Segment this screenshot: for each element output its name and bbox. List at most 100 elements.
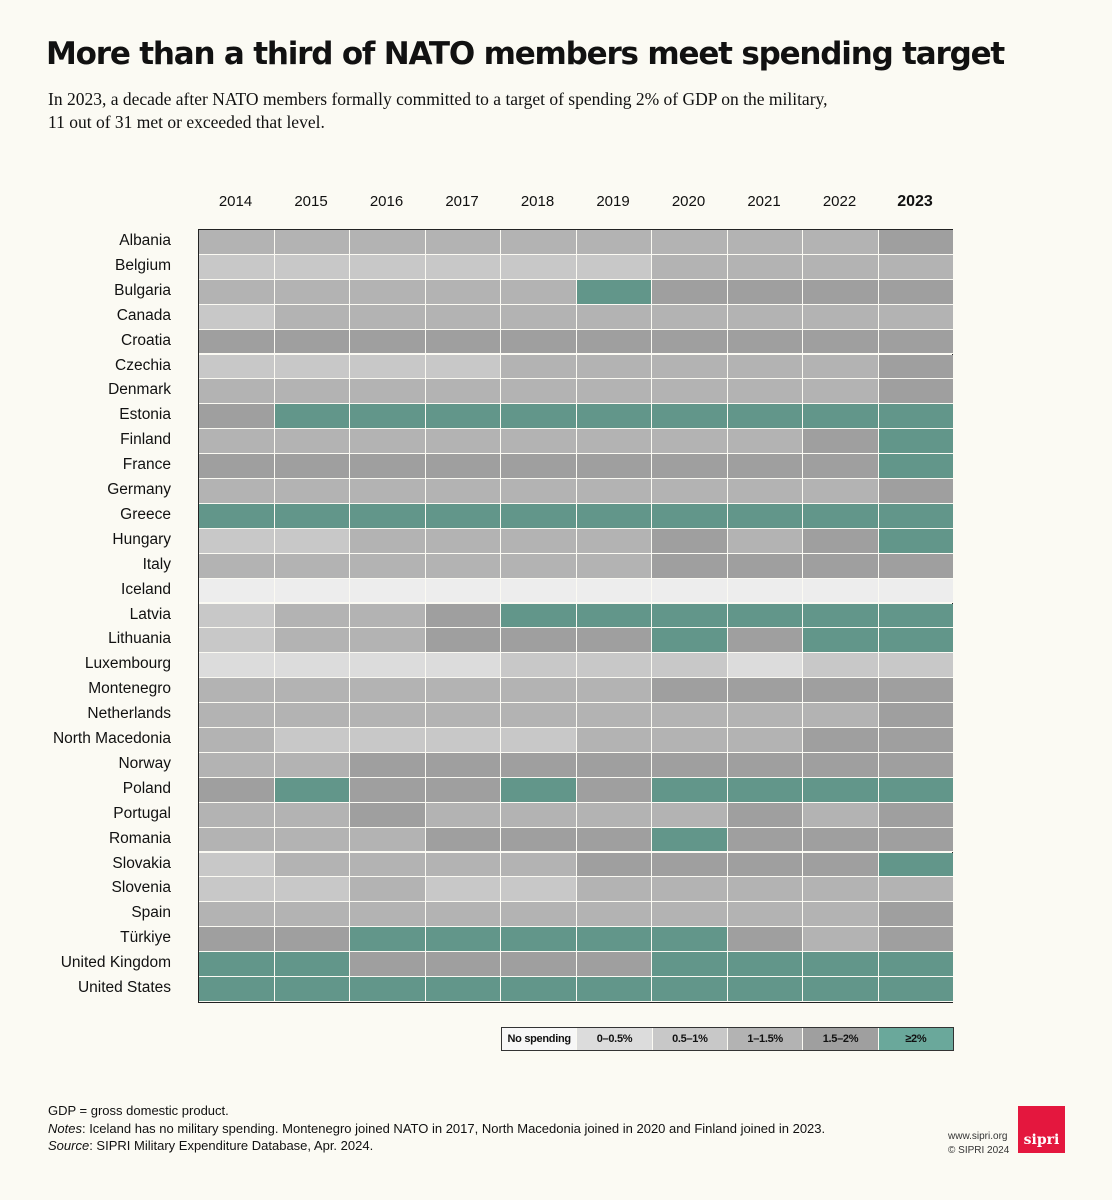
heatmap-cell: [199, 703, 275, 728]
heatmap-cell: [199, 728, 275, 753]
heatmap-cell: [199, 479, 275, 504]
heatmap-cell: [501, 230, 577, 255]
heatmap-cell: [576, 279, 652, 305]
heatmap-cell: [652, 553, 728, 579]
heatmap-cell: [501, 977, 577, 1002]
heatmap-cell: [199, 429, 275, 455]
heatmap-cell: [501, 877, 577, 903]
country-label: Belgium: [115, 256, 171, 274]
heatmap-cell: [727, 454, 803, 479]
heatmap-cell: [803, 254, 879, 280]
heatmap-cell: [350, 329, 426, 355]
heatmap-cell: [350, 628, 426, 654]
heatmap-cell: [350, 304, 426, 330]
country-label: Latvia: [129, 605, 171, 623]
heatmap-cell: [576, 553, 652, 579]
heatmap-cell: [652, 503, 728, 529]
legend-item-0-0.5: 0–0.5%: [577, 1028, 653, 1050]
heatmap-cell: [878, 479, 954, 504]
country-label: Iceland: [121, 580, 171, 598]
heatmap-cell: [878, 777, 954, 803]
heatmap-cell: [350, 279, 426, 305]
heatmap-cell: [727, 528, 803, 554]
heatmap-cell: [652, 304, 728, 330]
heatmap-cell: [652, 429, 728, 455]
heatmap-cell: [199, 902, 275, 928]
heatmap-cell: [350, 603, 426, 629]
heatmap-cell: [425, 653, 501, 679]
heatmap-cell: [878, 279, 954, 305]
heatmap-cell: [350, 254, 426, 280]
heatmap-cell: [878, 752, 954, 778]
heatmap-cell: [350, 528, 426, 554]
heatmap-cell: [274, 503, 350, 529]
heatmap-cell: [274, 802, 350, 828]
heatmap-cell: [878, 254, 954, 280]
country-label: Denmark: [108, 381, 171, 399]
heatmap-cell: [803, 777, 879, 803]
heatmap-cell: [425, 603, 501, 629]
year-label-2019: 2019: [596, 193, 630, 210]
credit-url: www.sipri.org: [948, 1131, 1008, 1142]
heatmap-cell: [274, 728, 350, 753]
heatmap-cell: [501, 678, 577, 704]
heatmap-cell: [803, 503, 879, 529]
heatmap-cell: [803, 952, 879, 977]
heatmap-cell: [803, 553, 879, 579]
heatmap-cell: [727, 728, 803, 753]
heatmap-cell: [652, 528, 728, 554]
heatmap-cell: [501, 603, 577, 629]
heatmap-cell: [199, 752, 275, 778]
legend-item-0.5-1: 0.5–1%: [652, 1028, 728, 1050]
heatmap-cell: [425, 503, 501, 529]
heatmap-cell: [425, 977, 501, 1002]
heatmap-cell: [878, 703, 954, 728]
heatmap-cell: [727, 230, 803, 255]
heatmap-cell: [199, 802, 275, 828]
heatmap-cell: [274, 230, 350, 255]
heatmap-cell: [425, 952, 501, 977]
heatmap-cell: [274, 852, 350, 878]
heatmap-cell: [652, 902, 728, 928]
heatmap-cell: [350, 404, 426, 430]
year-label-2020: 2020: [671, 193, 706, 210]
country-label: Hungary: [112, 530, 171, 548]
heatmap-cell: [274, 404, 350, 430]
heatmap-cell: [727, 304, 803, 330]
country-label: Poland: [122, 779, 171, 797]
heatmap-cell: [501, 752, 577, 778]
country-label: United Kingdom: [60, 954, 171, 972]
heatmap-cell: [803, 977, 879, 1002]
heatmap-cell: [878, 628, 954, 654]
heatmap-cell: [727, 952, 803, 977]
country-label: North Macedonia: [52, 730, 171, 747]
heatmap-cell: [576, 977, 652, 1002]
heatmap-cell: [652, 827, 728, 853]
country-label: Spain: [131, 904, 171, 922]
heatmap-cell: [878, 952, 954, 977]
heatmap-cell: [199, 653, 275, 679]
heatmap-cell: [199, 578, 275, 604]
heatmap-cell: [652, 927, 728, 953]
heatmap-cell: [350, 454, 426, 479]
heatmap-cell: [199, 454, 275, 479]
heatmap-cell: [425, 703, 501, 728]
heatmap-cell: [501, 429, 577, 455]
heatmap-cell: [652, 279, 728, 305]
heatmap-cell: [425, 827, 501, 853]
heatmap-cell: [652, 703, 728, 728]
heatmap-cell: [199, 279, 275, 305]
heatmap-cell: [274, 429, 350, 455]
country-label: Finland: [120, 431, 171, 449]
heatmap-cell: [501, 628, 577, 654]
heatmap-cell: [199, 827, 275, 853]
heatmap-cell: [425, 553, 501, 579]
heatmap-cell: [501, 827, 577, 853]
year-label-2023: 2023: [897, 193, 933, 210]
country-label: Lithuania: [108, 630, 171, 648]
heatmap-cell: [199, 254, 275, 280]
country-label: Czechia: [115, 356, 171, 374]
heatmap-cell: [803, 304, 879, 330]
heatmap-cell: [350, 777, 426, 803]
heatmap-cell: [501, 304, 577, 330]
